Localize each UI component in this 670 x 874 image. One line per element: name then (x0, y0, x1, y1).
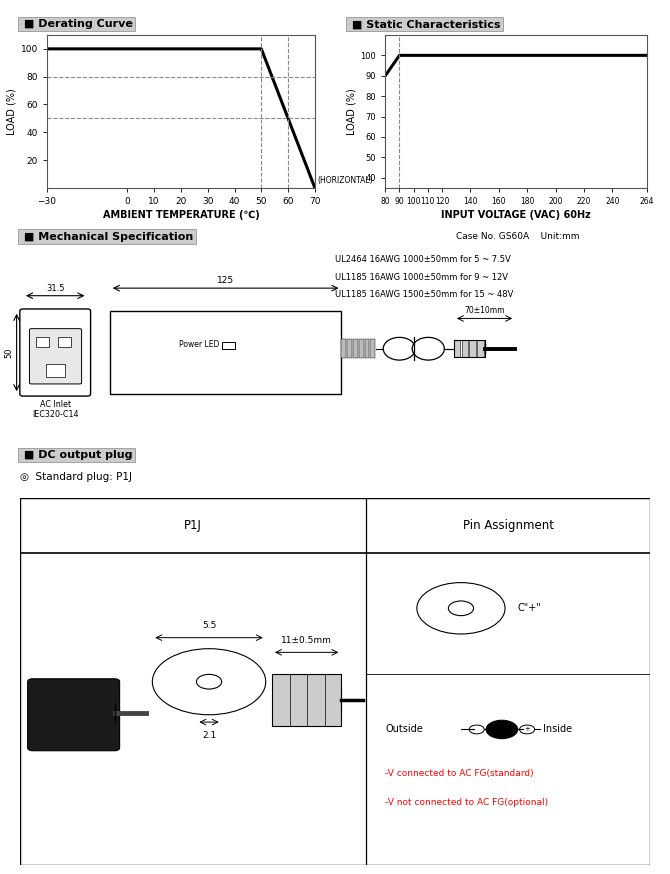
Text: 125: 125 (217, 276, 234, 285)
FancyBboxPatch shape (27, 679, 120, 751)
FancyBboxPatch shape (29, 329, 82, 384)
Text: 31.5: 31.5 (46, 284, 64, 293)
Bar (353, 339, 358, 358)
Bar (371, 339, 375, 358)
Text: ■ Mechanical Specification: ■ Mechanical Specification (20, 232, 194, 241)
Bar (342, 339, 346, 358)
Text: Pin Assignment: Pin Assignment (463, 519, 553, 532)
Text: UL1185 16AWG 1000±50mm for 9 ~ 12V: UL1185 16AWG 1000±50mm for 9 ~ 12V (335, 273, 508, 281)
Text: UL2464 16AWG 1000±50mm for 5 ~ 7.5V: UL2464 16AWG 1000±50mm for 5 ~ 7.5V (335, 255, 511, 264)
Text: 11±0.5mm: 11±0.5mm (281, 636, 332, 645)
Bar (470, 340, 476, 357)
X-axis label: INPUT VOLTAGE (VAC) 60Hz: INPUT VOLTAGE (VAC) 60Hz (441, 210, 591, 220)
Text: ◎  Standard plug: P1J: ◎ Standard plug: P1J (20, 472, 132, 482)
Bar (454, 340, 460, 357)
Text: -V not connected to AC FG(optional): -V not connected to AC FG(optional) (385, 798, 549, 808)
Text: -V connected to AC FG(standard): -V connected to AC FG(standard) (385, 769, 534, 778)
Text: UL1185 16AWG 1500±50mm for 15 ~ 48V: UL1185 16AWG 1500±50mm for 15 ~ 48V (335, 290, 513, 299)
Text: 50: 50 (5, 347, 13, 357)
Text: AC Inlet
IEC320-C14: AC Inlet IEC320-C14 (32, 399, 78, 420)
Circle shape (469, 725, 484, 734)
Bar (222, 342, 235, 350)
Y-axis label: LOAD (%): LOAD (%) (346, 88, 356, 135)
Circle shape (448, 601, 474, 615)
Text: ■ Derating Curve: ■ Derating Curve (20, 19, 133, 29)
Bar (58, 337, 71, 347)
Bar (36, 337, 49, 347)
Ellipse shape (412, 337, 444, 360)
Circle shape (152, 649, 266, 715)
Text: 5.5: 5.5 (202, 621, 216, 630)
Bar (46, 364, 65, 378)
Text: ■ DC output plug: ■ DC output plug (20, 450, 133, 460)
Circle shape (417, 583, 505, 634)
Text: (HORIZONTAL): (HORIZONTAL) (318, 177, 373, 185)
Text: Inside: Inside (543, 725, 572, 734)
Circle shape (486, 720, 518, 739)
Text: 2.1: 2.1 (202, 732, 216, 740)
Circle shape (196, 675, 222, 689)
Bar (272, 675, 341, 725)
Y-axis label: LOAD (%): LOAD (%) (7, 88, 17, 135)
Text: +: + (524, 726, 530, 732)
Bar (477, 340, 484, 357)
Text: Outside: Outside (385, 725, 423, 734)
Text: C"+": C"+" (518, 603, 541, 614)
Text: 70±10mm: 70±10mm (464, 307, 505, 316)
Bar (364, 339, 369, 358)
Ellipse shape (383, 337, 415, 360)
Text: Case No. GS60A    Unit:mm: Case No. GS60A Unit:mm (456, 232, 579, 240)
Bar (462, 340, 468, 357)
Bar (454, 340, 485, 357)
Bar (359, 339, 364, 358)
Bar (110, 311, 342, 394)
Text: Power LED: Power LED (179, 341, 219, 350)
Text: ■ Static Characteristics: ■ Static Characteristics (348, 19, 501, 29)
Circle shape (519, 725, 535, 734)
FancyBboxPatch shape (20, 309, 90, 396)
X-axis label: AMBIENT TEMPERATURE (℃): AMBIENT TEMPERATURE (℃) (103, 210, 259, 220)
Text: P1J: P1J (184, 519, 202, 532)
Bar (347, 339, 352, 358)
